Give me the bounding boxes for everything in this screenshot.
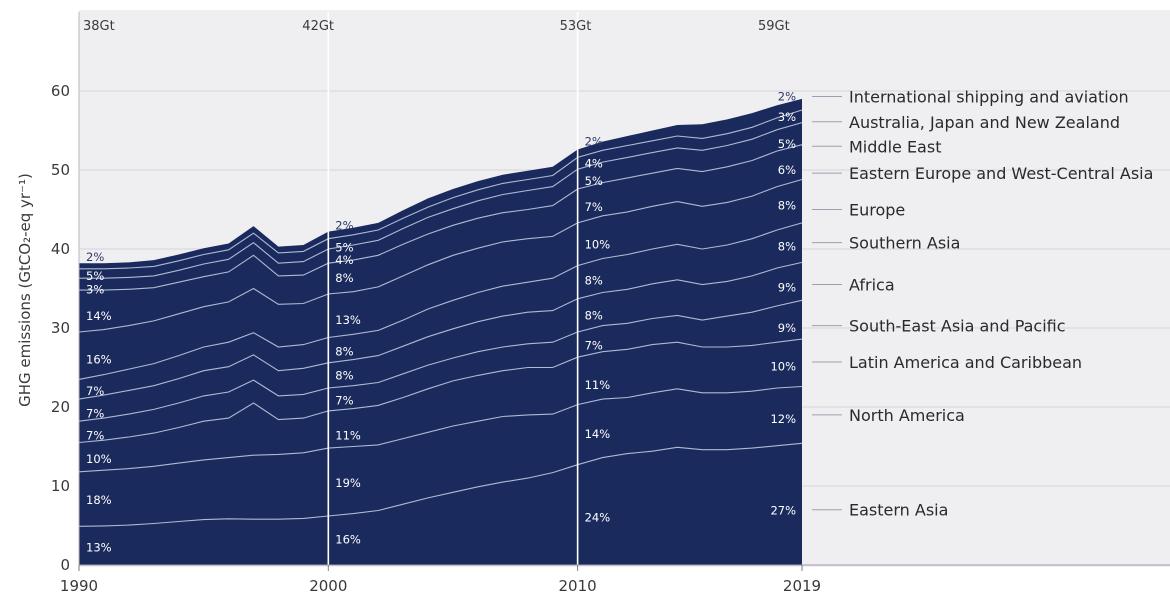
share-label-2000-6: 8% [335,368,353,382]
share-label-2019-5: 8% [778,240,796,254]
boundary-line-south-east-asia-and-pacific [78,299,803,422]
share-label-2019-0: 2% [778,90,796,104]
y-tick-label-60: 60 [51,82,70,100]
share-label-2019-6: 9% [778,281,796,295]
boundary-line-middle-east [79,122,803,279]
share-label-2000-1: 5% [335,240,353,254]
x-tick-label-1990: 1990 [60,577,98,595]
share-label-2000-8: 11% [335,428,361,442]
total-label-1990: 38Gt [83,19,115,34]
share-label-1990-6: 7% [86,406,104,420]
y-axis: 0 10 20 30 40 50 60 [51,12,80,574]
share-label-2000-4: 13% [335,313,361,327]
y-tick-label-50: 50 [51,161,70,179]
share-label-2019-3: 6% [778,163,796,177]
region-legend: International shipping and aviation Austr… [812,88,1153,520]
legend-label-international-shipping-and-aviation: International shipping and aviation [849,88,1129,107]
share-label-2019-10: 27% [770,503,796,517]
share-label-2000-9: 19% [335,476,361,490]
legend-label-africa: Africa [849,276,895,295]
boundary-line-eastern-europe-and-west-central-asia [79,144,803,291]
share-label-2010-1: 4% [585,157,603,171]
share-label-2010-0: 2% [585,135,603,149]
x-tick-label-2019: 2019 [783,577,821,595]
y-tick-label-20: 20 [51,398,70,416]
boundary-line-europe [78,178,803,333]
y-tick-label-0: 0 [60,556,70,574]
legend-label-eastern-europe-and-west-central-asia: Eastern Europe and West-Central Asia [849,164,1153,183]
share-label-2010-9: 14% [585,427,611,441]
share-labels: 2%5%3%14%16%7%7%7%10%18%13%2%5%4%8%13%8%… [86,90,796,555]
boundary-line-eastern-asia [78,442,803,527]
stacked-areas [78,98,803,566]
total-label-2000: 42Gt [302,19,334,34]
share-label-2019-4: 8% [778,199,796,213]
share-label-1990-4: 16% [86,353,112,367]
y-tick-label-40: 40 [51,240,70,258]
share-label-2019-1: 3% [778,110,796,124]
share-label-2010-3: 7% [585,200,603,214]
share-label-2000-3: 8% [335,271,353,285]
y-axis-label: GHG emissions (GtCO₂-eq yr⁻¹) [16,173,34,407]
share-label-2010-5: 8% [585,274,603,288]
share-label-2010-10: 24% [585,511,611,525]
total-labels: 38Gt 42Gt 53Gt 59Gt [83,19,790,34]
legend-label-australia-japan-and-new-zealand: Australia, Japan and New Zealand [849,113,1120,132]
share-label-1990-2: 3% [86,282,104,296]
boundary-line-africa [78,261,803,400]
share-label-1990-10: 13% [86,541,112,555]
share-label-2010-7: 7% [585,338,603,352]
legend-label-latin-america-and-caribbean: Latin America and Caribbean [849,353,1082,372]
share-label-2000-7: 7% [335,394,353,408]
x-tick-label-2010: 2010 [559,577,597,595]
total-emissions-area [79,98,802,566]
share-label-1990-3: 14% [86,309,112,323]
share-label-2000-2: 4% [335,253,353,267]
share-label-2019-9: 12% [770,412,796,426]
boundary-line-latin-america-and-caribbean [78,338,803,444]
boundary-line-australia-japan-and-new-zealand [79,109,803,270]
x-tick-label-2000: 2000 [309,577,347,595]
share-label-2000-5: 8% [335,345,353,359]
share-label-1990-1: 5% [86,269,104,283]
y-tick-label-30: 30 [51,319,70,337]
share-label-1990-7: 7% [86,428,104,442]
total-label-2019: 59Gt [758,19,790,34]
legend-label-south-east-asia-and-pacific: South-East Asia and Pacific [849,317,1066,336]
share-label-2000-0: 2% [335,218,353,232]
share-label-2019-2: 5% [778,137,796,151]
share-label-1990-0: 2% [86,250,104,264]
boundary-line-southern-asia [78,222,803,380]
boundary-line-north-america [78,385,803,473]
legend-label-southern-asia: Southern Asia [849,234,960,253]
year-markers [327,12,579,565]
share-label-1990-9: 18% [86,493,112,507]
share-label-2010-8: 11% [585,378,611,392]
share-label-1990-8: 10% [86,452,112,466]
legend-label-north-america: North America [849,406,965,425]
y-tick-label-10: 10 [51,477,70,495]
x-axis: 1990 2000 2010 2019 [60,564,1170,595]
legend-label-middle-east: Middle East [849,137,941,156]
share-label-2000-10: 16% [335,533,361,547]
share-label-2010-2: 5% [585,174,603,188]
share-label-2019-7: 9% [778,321,796,335]
legend-label-eastern-asia: Eastern Asia [849,501,948,520]
share-label-1990-5: 7% [86,384,104,398]
legend-label-europe: Europe [849,201,905,220]
share-label-2010-4: 10% [585,237,611,251]
total-label-2010: 53Gt [560,19,592,34]
share-label-2019-8: 10% [770,360,796,374]
share-label-2010-6: 8% [585,308,603,322]
